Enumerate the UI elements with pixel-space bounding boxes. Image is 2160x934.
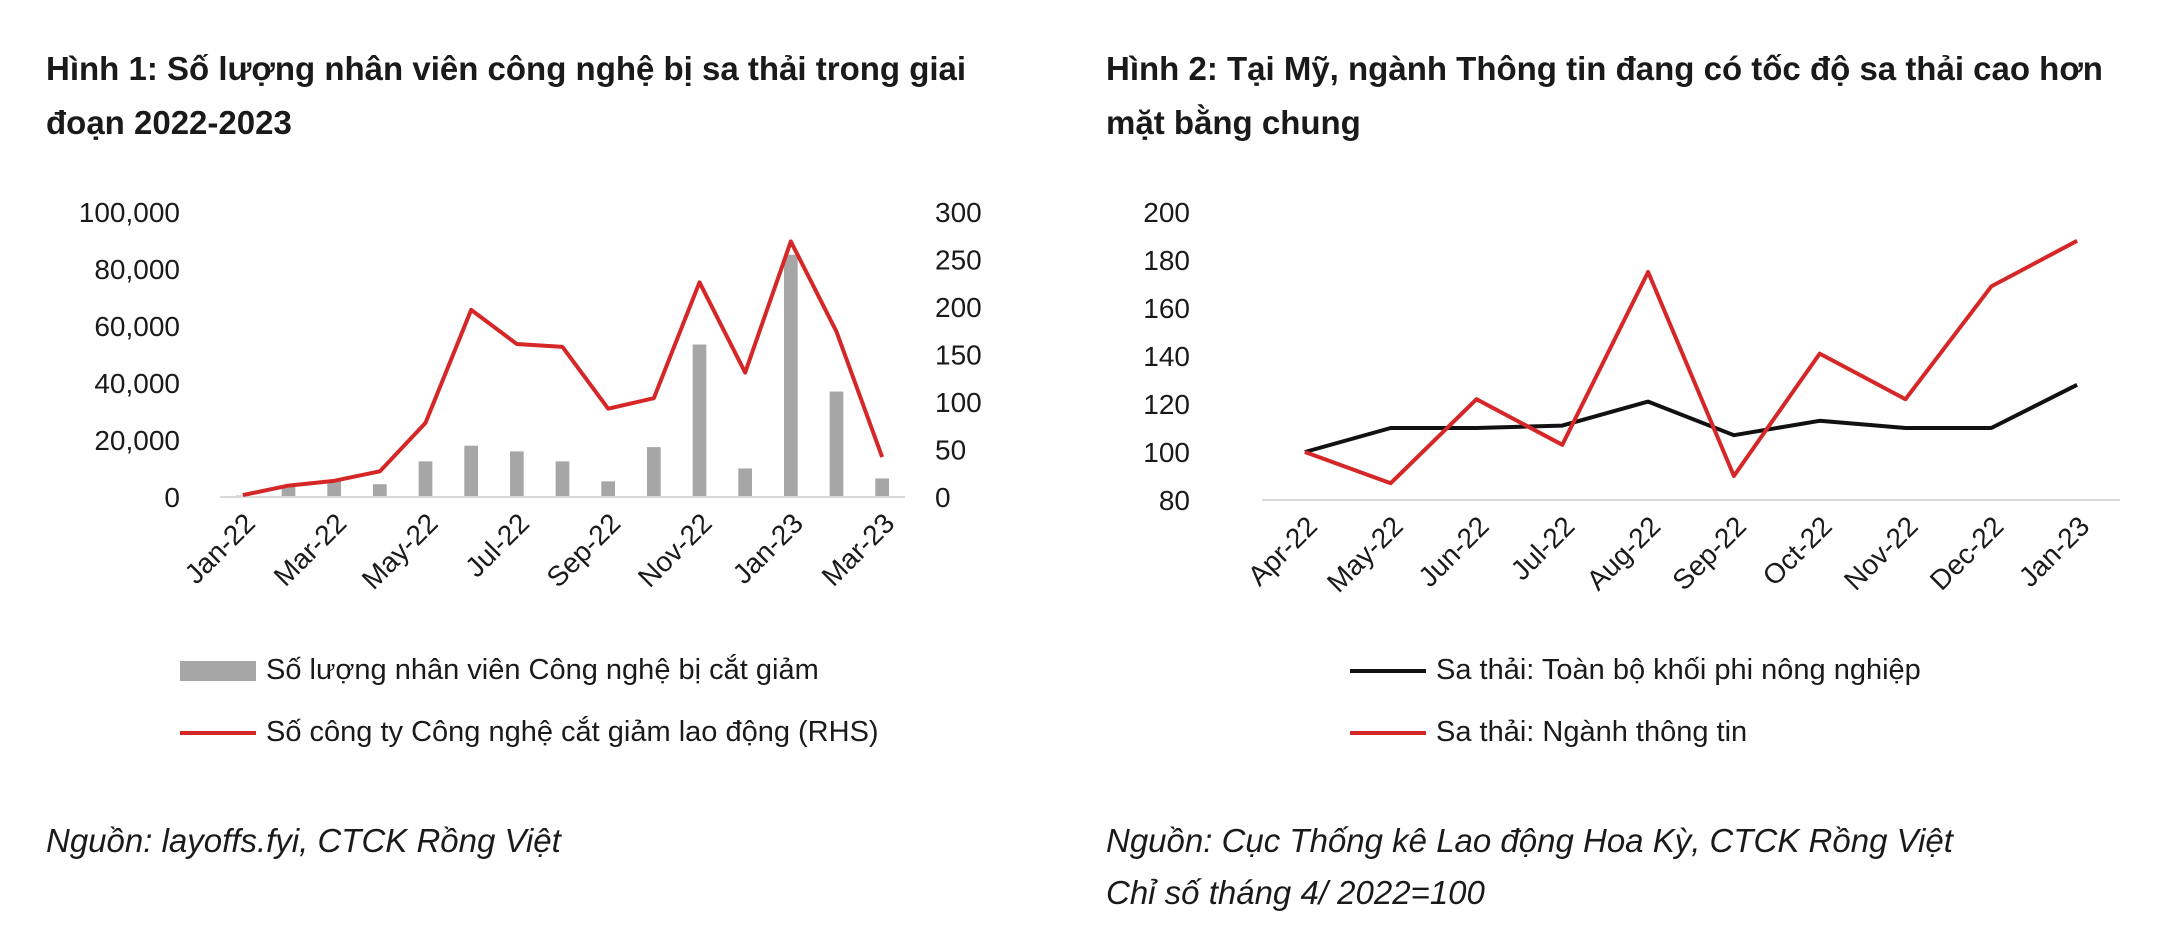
chart-1-legend-line: Số công ty Công nghệ cắt giảm lao động (… [180, 716, 879, 749]
chart-1-title: Hình 1: Số lượng nhân viên công nghệ bị … [46, 50, 967, 141]
legend-line-label: Số công ty Công nghệ cắt giảm lao động (… [266, 716, 879, 748]
bar [555, 461, 570, 497]
bar [601, 481, 616, 497]
x-tick-label: Aug-22 [1581, 510, 1667, 596]
x-tick-label: Jan-22 [179, 507, 261, 589]
x-tick-label: Nov-22 [632, 507, 718, 593]
x-tick-label: Mar-22 [268, 507, 353, 592]
bar [783, 254, 798, 497]
x-tick-label: Mar-23 [816, 507, 901, 592]
bar [646, 447, 661, 497]
y-tick-label: 140 [1143, 341, 1190, 372]
bar [875, 478, 890, 497]
legend-black-swatch [1350, 668, 1426, 673]
y-tick-label: 40,000 [94, 368, 180, 399]
series-line-companies [242, 239, 885, 498]
x-tick-label: Apr-22 [1242, 510, 1323, 591]
y2-tick-label: 150 [935, 340, 982, 371]
figure-1: Hình 1: Số lượng nhân viên công nghệ bị … [46, 50, 982, 859]
chart-1-legend-bars: Số lượng nhân viên Công nghệ bị cắt giảm [180, 654, 819, 687]
y-tick-label: 20,000 [94, 425, 180, 456]
y2-tick-label: 300 [935, 197, 982, 228]
y-tick-label: 120 [1143, 389, 1190, 420]
y-tick-label: 80 [1159, 485, 1190, 516]
x-tick-label: Dec-22 [1924, 510, 2010, 596]
bar [692, 344, 707, 497]
series-line-information [1304, 239, 2079, 486]
chart-2-source: Nguồn: Cục Thống kê Lao động Hoa Kỳ, CTC… [1106, 822, 1953, 859]
bar [738, 468, 753, 497]
x-tick-label: May-22 [356, 507, 444, 595]
y-tick-label: 100 [1143, 437, 1190, 468]
y2-tick-label: 100 [935, 387, 982, 418]
legend-bar-swatch [180, 660, 256, 681]
bar [464, 445, 479, 497]
series-line-total [1304, 383, 2078, 454]
bar [509, 451, 524, 497]
y-tick-label: 180 [1143, 245, 1190, 276]
x-tick-label: Sep-22 [541, 507, 627, 593]
y2-tick-label: 0 [935, 482, 951, 513]
x-tick-label: Jul-22 [1505, 510, 1581, 586]
chart-1-source: Nguồn: layoffs.fyi, CTCK Rồng Việt [46, 822, 561, 859]
bar [281, 485, 296, 497]
bar [372, 484, 387, 497]
y2-tick-label: 250 [935, 245, 982, 276]
chart-1-plot: 0 20,000 40,000 60,000 80,000 100,000 0 50 100 15… [79, 197, 982, 595]
x-tick-label: Sep-22 [1666, 510, 1752, 596]
legend-info-label: Sa thải: Ngành thông tin [1436, 716, 1748, 748]
chart-2-legend-total: Sa thải: Toàn bộ khối phi nông nghiệp [1350, 654, 1921, 687]
chart-2-legend-info: Sa thải: Ngành thông tin [1350, 716, 1747, 749]
x-tick-label: Jun-22 [1412, 510, 1494, 592]
x-tick-label: Jan-23 [2013, 510, 2095, 592]
chart-2-title: Hình 2: Tại Mỹ, ngành Thông tin đang có … [1106, 50, 2103, 141]
y-tick-label: 160 [1143, 293, 1190, 324]
y2-tick-label: 200 [935, 292, 982, 323]
y2-tick-label: 50 [935, 435, 966, 466]
x-tick-label: Jul-22 [459, 507, 535, 583]
x-tick-label: Jan-23 [727, 507, 809, 589]
x-tick-label: May-22 [1321, 510, 1409, 598]
bar [829, 391, 844, 497]
legend-red-swatch [1350, 730, 1426, 735]
legend-bar-label: Số lượng nhân viên Công nghệ bị cắt giảm [266, 654, 819, 686]
figure-2: Hình 2: Tại Mỹ, ngành Thông tin đang có … [1080, 0, 2160, 934]
y-tick-label: 200 [1143, 197, 1190, 228]
legend-total-label: Sa thải: Toàn bộ khối phi nông nghiệp [1436, 654, 1921, 686]
chart-2-note: Chỉ số tháng 4/ 2022=100 [1106, 874, 1485, 911]
y-tick-label: 0 [164, 482, 180, 513]
x-tick-label: Oct-22 [1757, 510, 1838, 591]
legend-line-swatch [180, 730, 256, 735]
x-tick-label: Nov-22 [1838, 510, 1924, 596]
y-tick-label: 100,000 [79, 197, 180, 228]
bar [418, 461, 433, 497]
y-tick-label: 60,000 [94, 311, 180, 342]
y-tick-label: 80,000 [94, 254, 180, 285]
bar [327, 481, 342, 497]
